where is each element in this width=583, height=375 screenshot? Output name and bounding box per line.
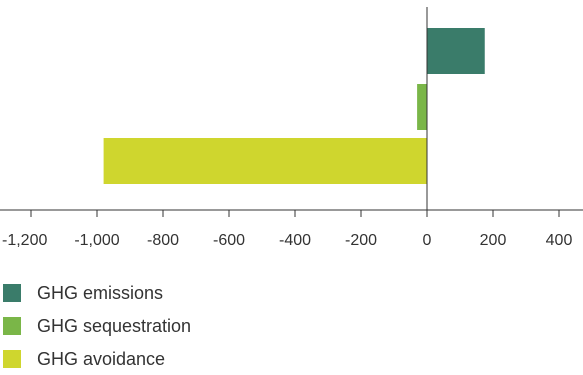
x-tick-label: 0 (423, 232, 432, 249)
bars-group (103, 28, 485, 184)
x-tick-label: -1,200 (2, 232, 47, 249)
legend-item-avoidance: GHG avoidance (3, 342, 191, 375)
legend-item-emissions: GHG emissions (3, 276, 191, 309)
x-tick-label: -600 (213, 232, 245, 249)
legend-swatch-avoidance (3, 349, 21, 368)
legend-item-sequestration: GHG sequestration (3, 309, 191, 342)
x-tick-label: 200 (480, 232, 507, 249)
bar-ghg-emissions (427, 28, 485, 74)
bar-ghg-sequestration (417, 84, 427, 130)
x-tick-label: -1,000 (74, 232, 119, 249)
x-tick-label: -400 (279, 232, 311, 249)
legend-swatch-emissions (3, 283, 21, 302)
x-tick-label: 400 (546, 232, 573, 249)
bar-chart: -1,200 -1,000 -800 -600 -400 -200 0 200 400 (0, 7, 583, 249)
legend-label-sequestration: GHG sequestration (37, 315, 192, 336)
x-tick-label: -800 (147, 232, 179, 249)
x-axis-ticks: -1,200 -1,000 -800 -600 -400 -200 0 200 400 (2, 210, 572, 249)
bar-ghg-avoidance (103, 138, 427, 184)
legend: GHG emissions GHG sequestration GHG avoi… (3, 276, 191, 375)
x-tick-label: -200 (345, 232, 377, 249)
legend-label-emissions: GHG emissions (37, 282, 164, 303)
legend-label-avoidance: GHG avoidance (37, 348, 166, 369)
legend-swatch-sequestration (3, 316, 21, 335)
